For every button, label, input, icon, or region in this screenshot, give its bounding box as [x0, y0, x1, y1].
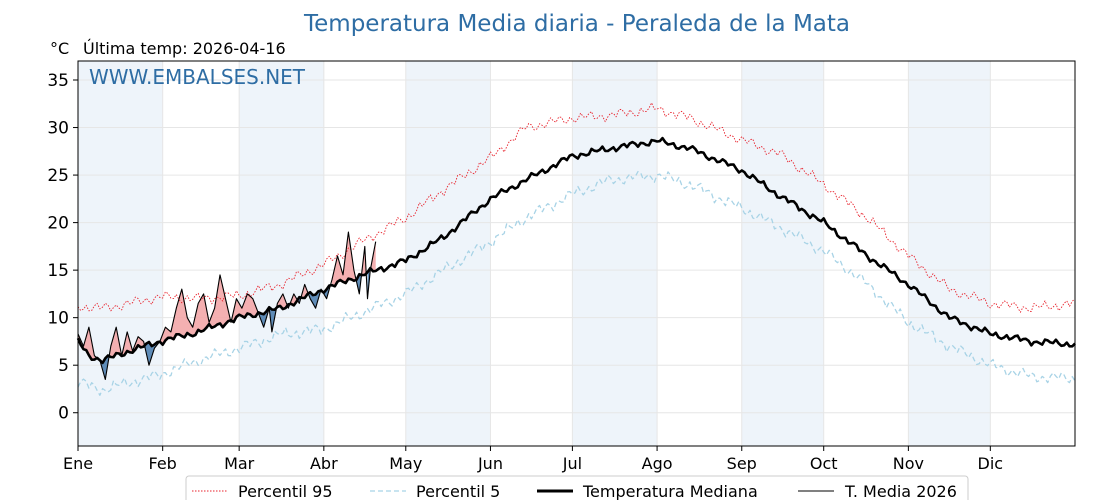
y-tick-label: 10 — [47, 309, 69, 329]
month-band — [78, 61, 163, 446]
anomaly-fill-below — [308, 289, 322, 309]
month-bands — [78, 61, 991, 446]
y-tick-label: 20 — [47, 214, 69, 234]
chart-title: Temperatura Media diaria - Peraleda de l… — [303, 11, 850, 37]
y-tick-label: 0 — [58, 404, 69, 424]
x-tick-label: Ene — [63, 454, 93, 473]
plot-frame — [77, 60, 1076, 447]
x-tick-label: Oct — [810, 454, 838, 473]
series-lines — [76, 102, 1076, 396]
x-tick-label: Mar — [224, 454, 255, 473]
x-tick-label: May — [389, 454, 422, 473]
legend-box — [185, 475, 969, 500]
y-tick-label: 35 — [47, 71, 69, 91]
x-tick-label: Ago — [642, 454, 673, 473]
legend-label-median: Temperatura Mediana — [582, 482, 758, 500]
x-axis: Ene Feb Mar Abr May Jun Jul Ago Sep Oct Nov Dic — [63, 446, 1003, 473]
watermark-text: WWW.EMBALSES.NET — [89, 65, 306, 89]
y-tick-label: 25 — [47, 166, 69, 186]
x-tick-label: Dic — [978, 454, 1004, 473]
legend-label-current: T. Media 2026 — [844, 482, 957, 500]
series-line-percentil-5 — [77, 170, 1076, 396]
x-tick-label: Jul — [562, 454, 582, 473]
anomaly-fill-above — [109, 327, 145, 359]
x-tick-label: Sep — [727, 454, 757, 473]
grid-lines — [77, 61, 1075, 446]
last-temp-label: Última temp: 2026-04-16 — [83, 39, 286, 58]
anomaly-fill-above — [362, 246, 368, 276]
month-band — [405, 61, 491, 446]
legend: Percentil 95 Percentil 5 Temperatura Med… — [185, 475, 969, 500]
x-tick-label: Feb — [149, 454, 177, 473]
y-tick-label: 5 — [58, 356, 69, 376]
month-band — [741, 61, 824, 446]
x-tick-label: Abr — [310, 454, 338, 473]
x-tick-label: Nov — [893, 454, 924, 473]
legend-label-p95: Percentil 95 — [238, 482, 333, 500]
y-tick-label: 15 — [47, 261, 69, 281]
month-band — [239, 61, 324, 446]
legend-label-p5: Percentil 5 — [416, 482, 500, 500]
series-line-t-media-2026 — [77, 231, 377, 381]
anomaly-fill-above — [78, 327, 98, 360]
x-tick-label: Jun — [477, 454, 503, 473]
anomaly-fill-below — [367, 268, 372, 299]
month-band — [908, 61, 991, 446]
anomaly-fill-below — [323, 284, 333, 299]
series-line-temperatura-mediana — [76, 136, 1076, 365]
unit-label: °C — [50, 39, 69, 58]
anomaly-fill-above — [332, 232, 357, 287]
month-band — [572, 61, 658, 446]
y-axis: 0 5 10 15 20 25 30 35 — [47, 71, 78, 424]
y-tick-label: 30 — [47, 119, 69, 139]
